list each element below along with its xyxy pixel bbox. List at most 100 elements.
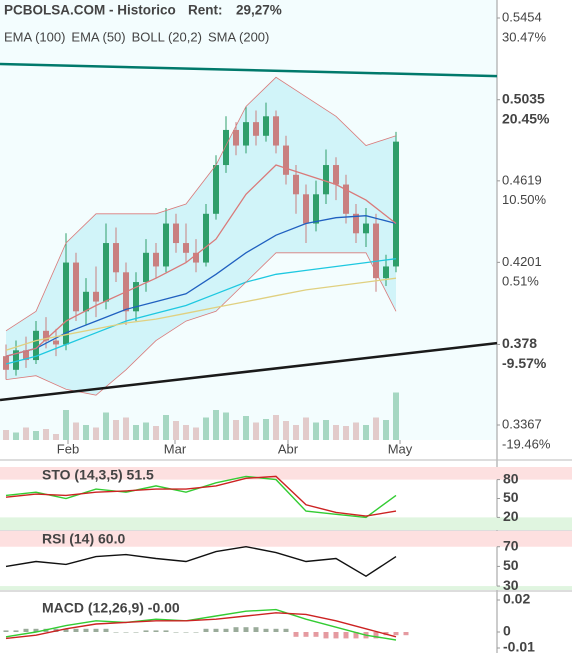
histogram-bar [283,628,289,632]
y-tick-label: 20 [503,508,519,524]
histogram-bar [303,632,309,637]
volume-bar [153,426,159,440]
candle-body [113,243,119,273]
volume-bar [163,415,169,440]
volume-bar [343,426,349,440]
histogram-bar [233,627,239,632]
histogram-bar [333,632,339,639]
indicator-line [5,545,397,578]
candle-body [133,282,139,312]
histogram-bar [123,632,129,633]
histogram-bar [323,632,329,639]
volume-bar [43,429,49,440]
volume-bar [313,422,319,440]
panel-title: RSI (14) 60.0 [42,531,125,547]
histogram-bar [173,632,179,633]
y2-tick-label: 20.45% [502,110,550,126]
legend-entry: SMA (200) [208,29,269,44]
histogram-bar [403,632,409,636]
candle-body [313,194,319,224]
volume-bar [353,422,359,440]
candle-body [253,122,259,136]
histogram-bar [213,628,219,632]
volume-bar [53,434,59,440]
y2-tick-label: 30.47% [502,29,547,44]
volume-bar [273,415,279,440]
y-tick-label: 0.3367 [502,416,542,431]
overlay-line [5,215,397,357]
histogram-bar [23,628,29,632]
candle-body [233,129,239,146]
x-tick-label: Feb [57,441,79,456]
histogram-bar [293,632,299,637]
candle-body [33,330,39,361]
histogram-bar [83,628,89,632]
candle-body [83,291,89,312]
indicator-line [5,608,397,641]
histogram-bar [103,628,109,632]
candle-body [383,266,389,279]
y-tick-label: 50 [503,489,519,505]
candle-body [343,184,349,214]
volume-bar [193,427,199,440]
candle-body [223,129,229,166]
volume-bar [133,425,139,440]
volume-bar [253,422,259,440]
volume-bar [373,417,379,440]
volume-bar [293,425,299,440]
rent-label: Rent: [188,3,223,18]
histogram-bar [113,632,119,633]
candle-body [243,122,249,146]
histogram-bar [163,630,169,632]
volume-bar [83,425,89,440]
candle-body [323,165,329,195]
histogram-bar [373,632,379,639]
candle-body [43,330,49,341]
volume-bar [203,417,209,440]
histogram-bar [253,627,259,632]
histogram-bar [393,632,399,636]
histogram-bar [313,632,319,637]
x-tick-label: Abr [278,441,299,456]
y2-tick-label: -9.57% [502,355,547,371]
rent-value: 29,27% [236,3,282,18]
legend-entry: EMA (50) [71,29,125,44]
volume-bar [103,412,109,440]
volume-bar [63,410,69,440]
y-tick-label: 30 [503,577,519,593]
y-tick-label: 0.4201 [502,254,542,269]
zone [0,517,572,530]
volume-bar [143,422,149,440]
histogram-bar [353,632,359,639]
overlay-line [5,164,397,357]
x-tick-label: Mar [164,441,187,456]
x-tick-label: May [388,441,413,456]
candle-body [203,213,209,263]
candle-body [3,356,9,370]
volume-bar [243,416,249,440]
histogram-bar [223,628,229,632]
y-tick-label: 70 [503,537,519,553]
y-tick-label: 0.4619 [502,172,542,187]
indicator-line [5,612,397,640]
volume-bar [113,420,119,440]
candle-body [213,165,219,214]
y-tick-label: -0.01 [503,639,535,653]
volume-bar [363,425,369,440]
volume-bar [33,431,39,440]
candle-body [393,141,399,267]
volume-bar [23,427,29,440]
overlay-line [5,277,397,351]
y-tick-label: 0 [503,623,511,639]
volume-bar [123,417,129,440]
volume-bar [383,420,389,440]
candle-body [303,194,309,224]
candle-body [363,223,369,234]
y-tick-label: 0.5454 [502,9,542,24]
candle-body [373,223,379,279]
volume-bar [333,425,339,440]
volume-bar [213,410,219,440]
histogram-bar [133,632,139,633]
histogram-bar [203,628,209,632]
